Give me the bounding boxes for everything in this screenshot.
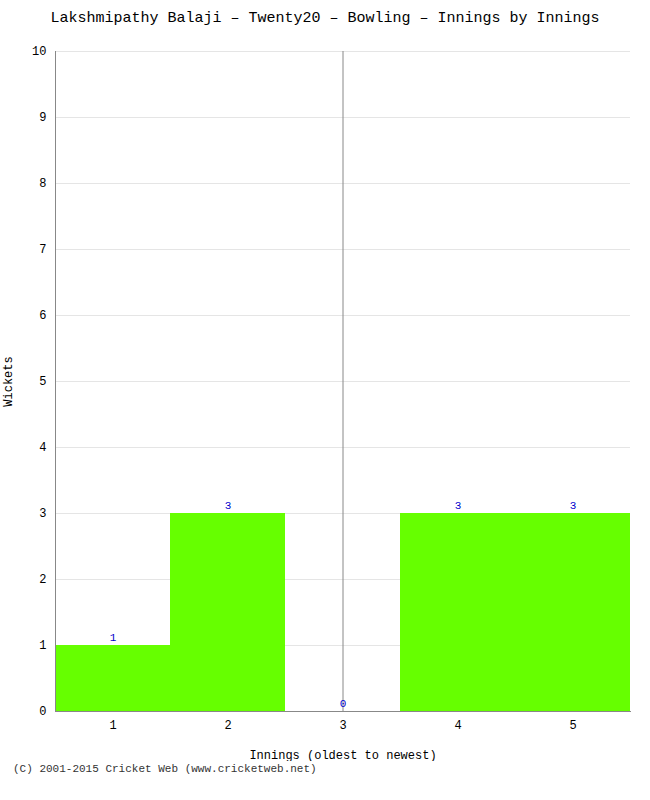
svg-text:6: 6: [39, 309, 46, 323]
svg-text:9: 9: [39, 111, 46, 125]
svg-text:Wickets: Wickets: [2, 356, 16, 406]
svg-text:3: 3: [339, 719, 346, 733]
svg-text:3: 3: [570, 500, 577, 512]
html-text:Lakshmipathy Balaji – Twenty20: Lakshmipathy Balaji – Twenty20 – Bowling…: [50, 10, 600, 27]
svg-text:4: 4: [39, 441, 46, 455]
svg-text:4: 4: [454, 719, 461, 733]
svg-text:1: 1: [39, 639, 46, 653]
svg-text:Innings (oldest to newest): Innings (oldest to newest): [249, 749, 436, 762]
svg-text:1: 1: [110, 632, 117, 644]
svg-text:0: 0: [39, 705, 46, 719]
svg-text:8: 8: [39, 177, 46, 191]
svg-text:7: 7: [39, 243, 46, 257]
svg-text:2: 2: [39, 573, 46, 587]
svg-text:3: 3: [455, 500, 462, 512]
svg-text:1: 1: [109, 719, 116, 733]
svg-text:2: 2: [224, 719, 231, 733]
svg-text:5: 5: [39, 375, 46, 389]
svg-text:5: 5: [569, 719, 576, 733]
svg-text:3: 3: [39, 507, 46, 521]
svg-text:3: 3: [225, 500, 232, 512]
html-text:(C) 2001-2015 Cricket Web (www: (C) 2001-2015 Cricket Web (www.cricketwe…: [13, 763, 317, 775]
svg-text:0: 0: [340, 698, 347, 710]
svg-text:10: 10: [32, 45, 46, 59]
